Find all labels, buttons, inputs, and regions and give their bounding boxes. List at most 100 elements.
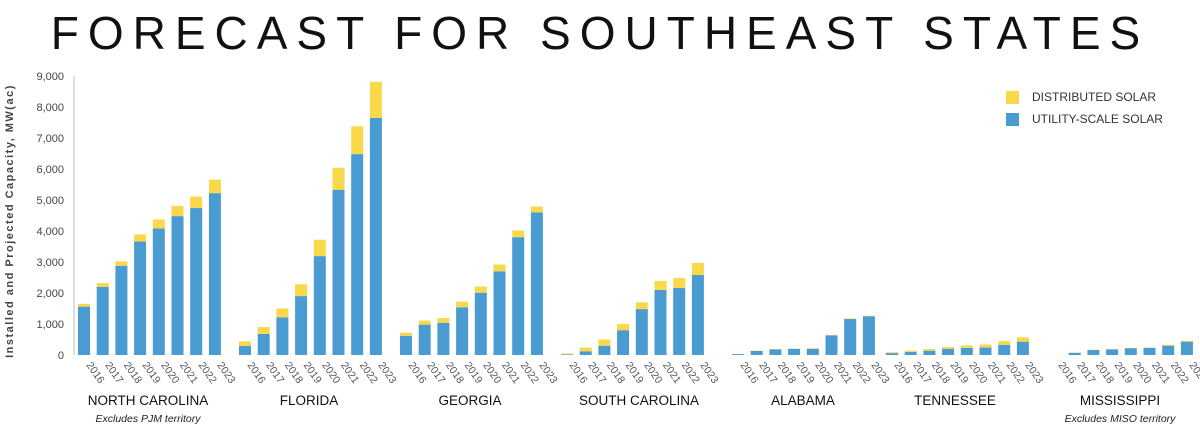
x-tick-label: 2023 — [536, 360, 559, 386]
x-tick-label: 2022 — [1168, 360, 1191, 386]
legend-label-distributed: DISTRIBUTED SOLAR — [1032, 90, 1157, 104]
bar-utility-scale — [960, 347, 973, 355]
bar-distributed — [134, 234, 147, 242]
bar-distributed — [276, 308, 289, 318]
bar-utility-scale — [769, 349, 782, 355]
y-tick-label: 3,000 — [36, 257, 64, 269]
x-tick-label: 2023 — [868, 360, 891, 386]
bar-distributed — [456, 301, 469, 308]
bar-utility-scale — [351, 154, 364, 355]
bar-utility-scale — [561, 354, 573, 355]
x-tick-label: 2023 — [1022, 360, 1045, 386]
bar-distributed — [208, 179, 221, 194]
bar-utility-scale — [617, 330, 630, 355]
bar-distributed — [171, 205, 184, 217]
bar-distributed — [437, 318, 450, 323]
bar-utility-scale — [493, 271, 506, 355]
bar-distributed — [979, 344, 992, 348]
bar-distributed — [239, 341, 251, 347]
x-tick-label: 2020 — [158, 360, 181, 386]
bar-distributed — [493, 264, 506, 272]
bar-utility-scale — [635, 309, 648, 355]
x-tick-label: 2018 — [929, 360, 952, 386]
bar-utility-scale — [400, 335, 412, 355]
bar-distributed — [960, 345, 973, 348]
x-tick-label: 2018 — [282, 360, 305, 386]
x-tick-label: 2017 — [756, 360, 779, 386]
x-tick-label: 2017 — [585, 360, 608, 386]
bar-distributed — [691, 262, 704, 276]
x-tick-label: 2021 — [1149, 360, 1172, 386]
bar-distributed — [942, 346, 955, 349]
bar-utility-scale — [598, 345, 611, 355]
x-tick-label: 2020 — [480, 360, 503, 386]
y-tick-label: 0 — [58, 350, 64, 362]
legend: DISTRIBUTED SOLAR UTILITY-SCALE SOLAR — [1006, 86, 1163, 130]
bar-utility-scale — [904, 351, 917, 355]
bar-utility-scale — [134, 241, 147, 355]
bar-utility-scale — [418, 324, 431, 355]
bar-utility-scale — [942, 348, 955, 355]
bar-distributed — [332, 167, 345, 190]
bar-distributed — [886, 352, 898, 354]
x-tick-label: 2021 — [831, 360, 854, 386]
x-tick-label: 2020 — [812, 360, 835, 386]
x-tick-label: 2018 — [443, 360, 466, 386]
x-tick-label: 2022 — [196, 360, 219, 386]
x-tick-label: 2019 — [301, 360, 324, 386]
state-label: FLORIDA — [279, 393, 339, 408]
bar-distributed — [400, 332, 412, 336]
bar-utility-scale — [530, 212, 543, 355]
x-tick-label: 2016 — [567, 360, 590, 386]
y-tick-label: 8,000 — [36, 102, 64, 114]
x-tick-label: 2021 — [338, 360, 361, 386]
x-tick-label: 2017 — [102, 360, 125, 386]
bar-distributed — [923, 349, 936, 351]
state-label: NORTH CAROLINA — [87, 393, 209, 408]
y-tick-label: 9,000 — [36, 71, 64, 83]
x-tick-label: 2017 — [424, 360, 447, 386]
x-tick-label: 2021 — [660, 360, 683, 386]
state-label: ALABAMA — [771, 393, 835, 408]
bar-utility-scale — [239, 346, 251, 355]
x-tick-label: 2019 — [623, 360, 646, 386]
y-tick-label: 2,000 — [36, 288, 64, 300]
bar-utility-scale — [579, 351, 592, 355]
x-tick-label: 2023 — [375, 360, 398, 386]
bar-utility-scale — [1087, 350, 1100, 355]
x-tick-label: 2019 — [794, 360, 817, 386]
x-tick-label: 2020 — [641, 360, 664, 386]
state-label: MISSISSIPPI — [1079, 393, 1161, 408]
legend-swatch-utility — [1006, 112, 1019, 126]
bar-utility-scale — [332, 189, 345, 355]
legend-label-utility: UTILITY-SCALE SOLAR — [1032, 112, 1163, 126]
bar-distributed — [152, 219, 165, 229]
x-tick-label: 2017 — [910, 360, 933, 386]
x-tick-label: 2016 — [738, 360, 761, 386]
bar-utility-scale — [886, 353, 898, 355]
x-tick-label: 2023 — [1186, 360, 1200, 386]
legend-swatch-distributed — [1006, 90, 1019, 104]
x-tick-label: 2016 — [406, 360, 429, 386]
bar-distributed — [998, 341, 1011, 345]
bar-distributed — [673, 278, 686, 289]
bar-distributed — [654, 280, 667, 290]
legend-item-distributed: DISTRIBUTED SOLAR — [1006, 86, 1163, 108]
bar-distributed — [598, 339, 611, 346]
bar-distributed — [1180, 340, 1193, 342]
bar-utility-scale — [732, 354, 744, 355]
y-tick-label: 4,000 — [36, 226, 64, 238]
x-tick-label: 2020 — [966, 360, 989, 386]
x-tick-label: 2022 — [850, 360, 873, 386]
x-tick-label: 2016 — [245, 360, 268, 386]
legend-item-utility: UTILITY-SCALE SOLAR — [1006, 108, 1163, 130]
bar-distributed — [369, 81, 382, 118]
x-tick-label: 2022 — [1004, 360, 1027, 386]
chart-title: FORECAST FOR SOUTHEAST STATES — [50, 7, 1150, 59]
bar-distributed — [904, 350, 917, 352]
x-tick-label: 2021 — [985, 360, 1008, 386]
bar-utility-scale — [313, 256, 326, 355]
bar-distributed — [635, 302, 648, 310]
bar-utility-scale — [1124, 348, 1137, 355]
bar-distributed — [295, 284, 308, 297]
